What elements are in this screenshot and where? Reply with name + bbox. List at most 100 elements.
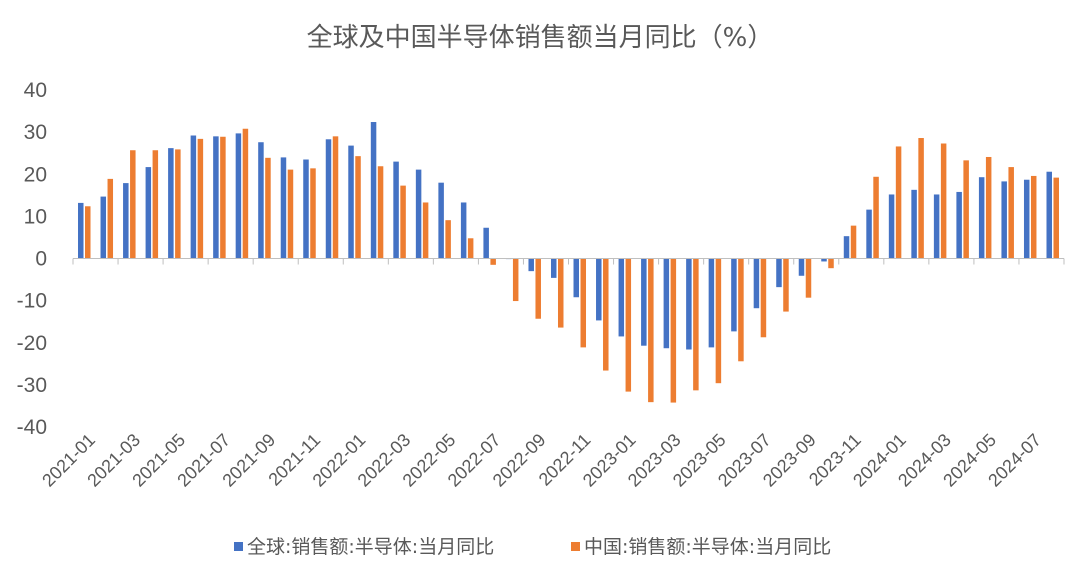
bar-global [303,159,309,259]
bar-global [821,258,827,262]
bar-china [918,138,924,259]
bar-global [325,139,332,259]
bar-china [197,138,204,259]
bar-china [985,156,992,259]
bar-global [123,183,129,259]
y-tick-label: 40 [24,79,47,102]
bar-china [377,166,384,259]
y-tick-label: 0 [35,248,47,271]
bar-china [220,136,226,259]
legend-swatch-global [234,542,243,551]
legend-label-global: 全球:销售额:半导体:当月同比 [247,536,494,558]
x-axis: 2021-012021-032021-052021-072021-092021-… [38,430,1045,491]
bar-china [760,258,767,338]
bar-china [1030,175,1037,259]
bar-global [415,169,422,259]
bar-china [85,206,91,259]
bar-global [663,258,670,349]
bar-global [370,122,377,259]
bar-china [873,176,879,259]
legend-label-china: 中国:销售额:半导体:当月同比 [584,536,831,558]
bar-china [152,150,159,259]
bar-china [783,258,789,312]
bar-global [596,258,602,321]
y-tick-label: -30 [17,374,47,397]
bar-china [175,149,181,259]
bar-china [648,258,654,403]
bar-global [866,209,872,259]
bar-global [618,258,625,337]
bar-china [535,258,541,319]
bar-global [235,133,242,259]
y-tick-label: 10 [24,205,47,228]
bar-global [460,202,467,259]
bars-group [78,122,1059,403]
bar-global [753,258,760,309]
y-axis: 40 30 20 10 0 -10 -20 -30 -40 [17,79,47,439]
bar-china [850,225,857,259]
bar-global [911,189,917,259]
bar-global [686,258,692,350]
bar-global [843,236,850,259]
bar-global [280,157,287,259]
bar-china [445,220,451,259]
bar-china [805,258,812,298]
bar-china [1053,177,1059,259]
bar-china [603,258,609,371]
bar-china [400,185,406,259]
y-tick-label: -40 [17,416,47,439]
bar-china [467,238,474,259]
bar-china [512,258,519,302]
y-tick-label: 30 [24,121,47,144]
bar-global [438,182,444,259]
bar-global [550,258,557,278]
y-tick-label: 20 [24,163,47,186]
bar-global [641,258,647,346]
bar-china [715,258,722,384]
bar-global [978,177,985,259]
bar-china [580,258,587,348]
bar-global [956,191,962,259]
bar-china [738,258,744,362]
bar-china [1008,167,1014,259]
bar-global [190,135,197,259]
bar-china [625,258,632,392]
bar-china [287,169,294,259]
bar-global [100,196,107,259]
bar-china [355,156,361,259]
bar-global [1001,181,1007,259]
bar-china [242,128,249,259]
bar-global [78,202,84,259]
bar-china [670,258,677,403]
bar-global [708,258,715,348]
bar-china [963,160,969,259]
x-axis-ticks [72,258,1065,265]
bar-global [258,142,264,259]
bar-china [490,258,496,265]
bar-global [528,258,534,272]
bar-china [107,178,114,259]
y-tick-label: -20 [17,332,47,355]
bar-china [130,150,136,259]
bar-global [483,227,489,259]
bar-china [895,146,902,259]
bar-global [776,258,782,288]
bar-china [940,143,947,259]
bar-china [265,157,271,259]
bar-china [828,258,834,269]
bar-global [348,145,354,259]
bar-global [1046,171,1052,259]
bar-global [1023,179,1030,259]
bar-global [933,194,940,259]
bar-global [888,194,895,259]
chart-title: 全球及中国半导体销售额当月同比（%） [307,23,774,53]
bar-global [731,258,737,332]
bar-china [557,258,564,328]
bar-china [332,136,339,259]
y-tick-label: -10 [17,290,47,313]
bar-china [310,168,316,259]
bar-global [213,136,219,259]
bar-global [145,167,152,259]
